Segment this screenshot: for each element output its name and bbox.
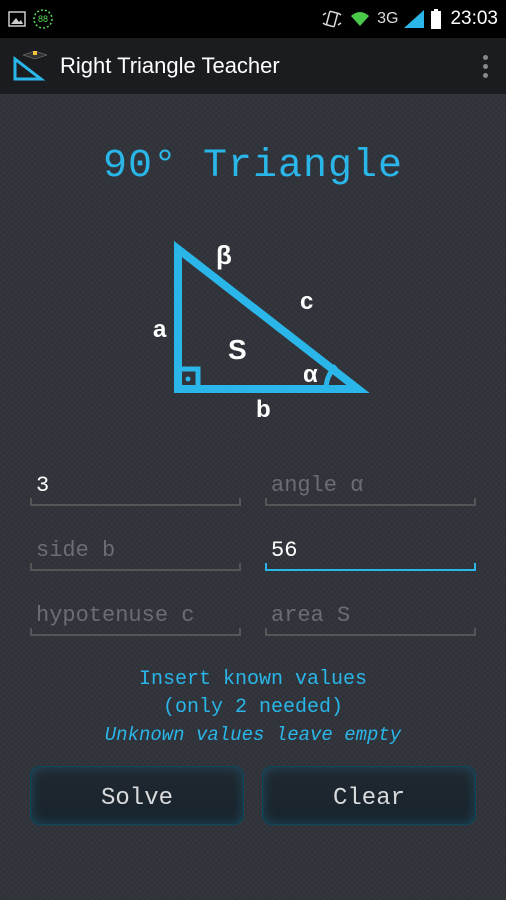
network-label: 3G: [377, 10, 398, 28]
side-b-input[interactable]: [30, 534, 241, 571]
dot-icon: [483, 55, 488, 60]
solve-button[interactable]: Solve: [30, 766, 244, 825]
dot-icon: [483, 64, 488, 69]
inputs-grid: [30, 469, 476, 636]
clock: 23:03: [450, 8, 498, 30]
input-wrap-side-a: [30, 469, 241, 506]
svg-text:88: 88: [38, 14, 48, 24]
svg-text:β: β: [216, 240, 232, 270]
svg-text:α: α: [303, 361, 318, 388]
main-content: 90° Triangle β a b c S α: [0, 94, 506, 900]
battery-badge-icon: 88: [32, 8, 54, 30]
image-icon: [8, 10, 26, 28]
status-right: 3G 23:03: [321, 8, 498, 30]
input-wrap-side-b: [30, 534, 241, 571]
dot-icon: [483, 73, 488, 78]
signal-icon: [404, 10, 424, 28]
input-wrap-angle-a: [265, 469, 476, 506]
wifi-icon: [349, 10, 371, 28]
svg-text:b: b: [256, 396, 271, 423]
overflow-menu-button[interactable]: [475, 47, 496, 86]
svg-text:c: c: [300, 288, 313, 315]
app-logo-icon: [10, 46, 50, 86]
input-wrap-hypotenuse: [30, 599, 241, 636]
area-input[interactable]: [265, 599, 476, 636]
status-bar: 88 3G 23:03: [0, 0, 506, 38]
buttons-row: Solve Clear: [30, 766, 476, 825]
side-a-input[interactable]: [30, 469, 241, 506]
app-bar: Right Triangle Teacher: [0, 38, 506, 94]
battery-icon: [430, 9, 442, 29]
triangle-diagram: β a b c S α: [30, 209, 476, 439]
angle-a-input[interactable]: [265, 469, 476, 506]
page-heading: 90° Triangle: [30, 144, 476, 189]
hint-line2: (only 2 needed): [163, 696, 343, 719]
app-title: Right Triangle Teacher: [60, 53, 280, 79]
angle-b-input[interactable]: [265, 534, 476, 571]
svg-text:S: S: [228, 334, 247, 365]
hint-line1: Insert known values: [139, 668, 367, 691]
hint-text: Insert known values (only 2 needed): [30, 666, 476, 722]
svg-text:a: a: [153, 316, 167, 343]
input-wrap-angle-b: [265, 534, 476, 571]
hypotenuse-input[interactable]: [30, 599, 241, 636]
status-left: 88: [8, 8, 54, 30]
clear-button[interactable]: Clear: [262, 766, 476, 825]
hint-subtext: Unknown values leave empty: [30, 724, 476, 746]
input-wrap-area: [265, 599, 476, 636]
vibrate-icon: [321, 9, 343, 29]
